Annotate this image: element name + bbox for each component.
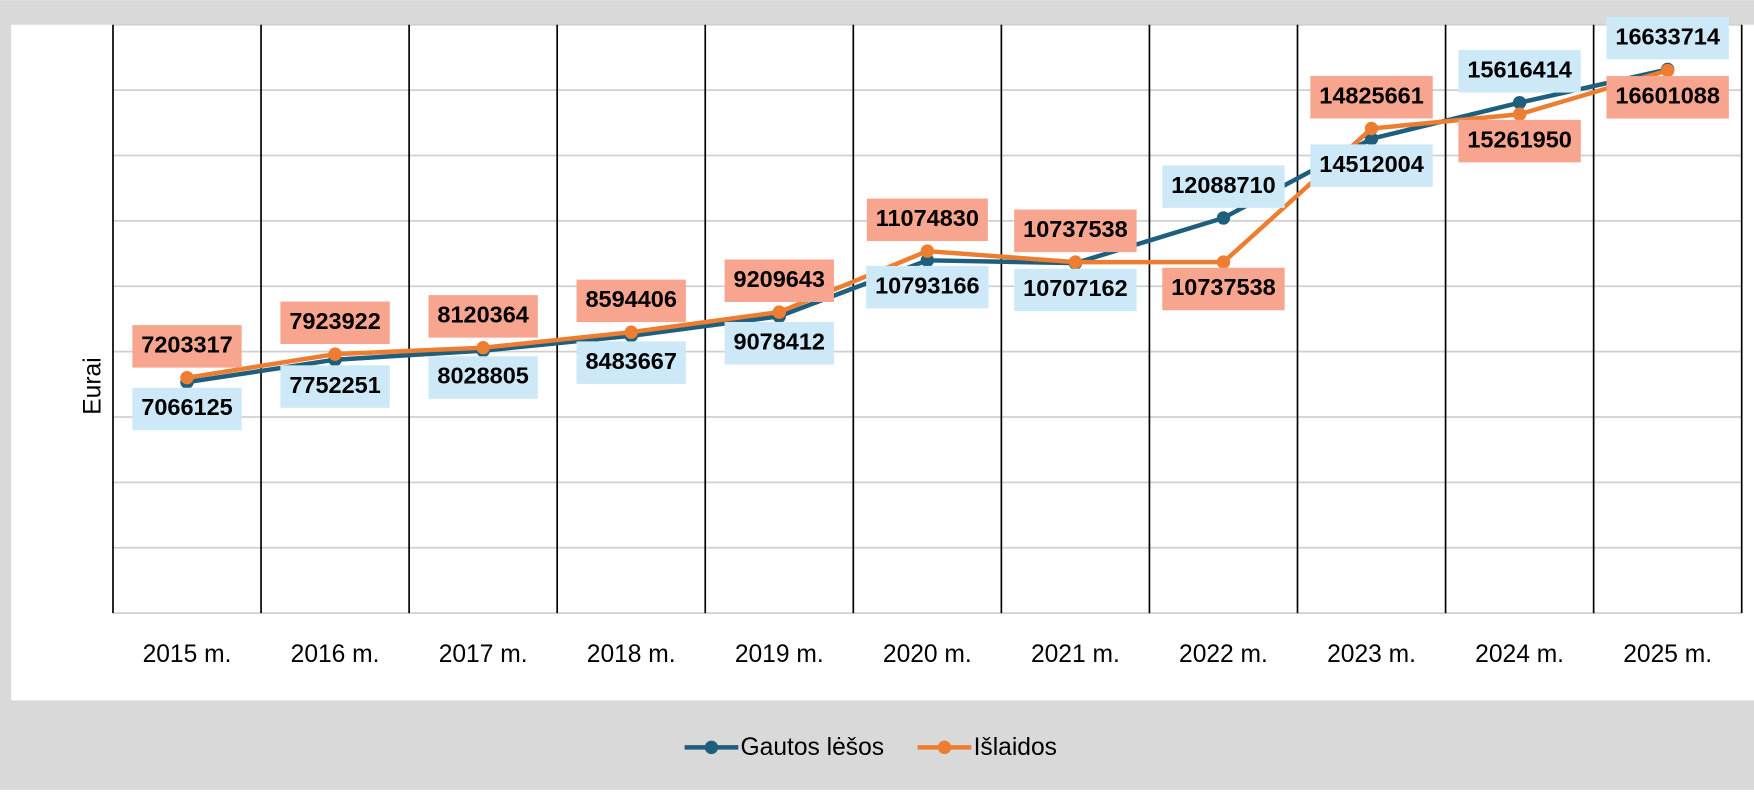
data-label-text: 7923922 <box>289 308 380 334</box>
x-tick-label: 2015 m. <box>143 641 232 668</box>
point-marker <box>328 347 342 361</box>
point-marker <box>1512 107 1527 121</box>
data-label-text: 15261950 <box>1467 126 1572 152</box>
point-marker <box>1216 255 1231 269</box>
data-label-text: 14825661 <box>1319 82 1424 108</box>
point-marker <box>624 325 638 339</box>
data-label-box <box>428 295 538 338</box>
data-label-text: 14512004 <box>1319 151 1424 177</box>
data-label: 8120364 <box>428 295 538 338</box>
data-label-box <box>1310 144 1433 187</box>
data-label: 16633714 <box>1606 16 1729 60</box>
data-label: 11074830 <box>866 198 988 242</box>
point-marker <box>1660 63 1675 78</box>
data-label-text: 10737538 <box>1171 274 1276 300</box>
data-label-box <box>1458 50 1581 93</box>
data-label: 10793166 <box>866 265 989 309</box>
data-label-box <box>1606 76 1729 119</box>
data-label-text: 9209643 <box>734 266 825 292</box>
x-tick-label: 2022 m. <box>1179 641 1268 668</box>
data-label-box <box>1310 75 1433 119</box>
data-label: 9209643 <box>724 259 834 303</box>
legend-marker <box>937 740 952 755</box>
data-label: 8594406 <box>576 279 686 323</box>
data-label-box <box>724 321 834 365</box>
data-label-text: 7752251 <box>289 372 380 398</box>
point-marker <box>476 340 490 355</box>
data-label-text: 15616414 <box>1467 57 1572 83</box>
point-marker <box>1216 211 1231 225</box>
data-label: 7752251 <box>280 365 390 408</box>
data-label: 16601088 <box>1606 76 1729 119</box>
data-label-box <box>724 259 834 303</box>
data-label-text: 10737538 <box>1023 216 1128 242</box>
y-axis-label: Eurai <box>79 357 106 414</box>
data-label: 10737538 <box>1162 267 1285 311</box>
data-label-box <box>280 365 390 408</box>
data-label-text: 8028805 <box>437 363 528 389</box>
point-marker <box>920 253 935 268</box>
data-label: 9078412 <box>724 321 834 365</box>
data-label: 15616414 <box>1458 50 1581 93</box>
data-label: 10737538 <box>1014 209 1137 253</box>
data-label-text: 16601088 <box>1615 83 1720 109</box>
point-marker <box>1364 132 1379 146</box>
data-label-box <box>1014 268 1137 312</box>
point-marker <box>1364 121 1379 136</box>
data-label-text: 8120364 <box>437 302 528 328</box>
data-label-text: 12088710 <box>1171 172 1276 198</box>
point-marker <box>772 305 786 319</box>
data-label-text: 16633714 <box>1615 23 1720 49</box>
data-label-text: 10793166 <box>875 272 980 298</box>
data-label-box <box>576 279 686 323</box>
data-label: 10707162 <box>1014 268 1137 312</box>
data-label-box <box>576 341 686 384</box>
x-tick-label: 2016 m. <box>291 641 380 668</box>
x-tick-label: 2023 m. <box>1327 641 1416 668</box>
data-label: 14512004 <box>1310 144 1433 187</box>
data-label-text: 8594406 <box>585 286 676 312</box>
x-tick-label: 2024 m. <box>1475 641 1564 668</box>
point-marker <box>920 244 935 258</box>
data-label-text: 7203317 <box>141 332 232 358</box>
data-label-box <box>1014 209 1137 253</box>
data-label: 8483667 <box>576 341 686 384</box>
data-label-box <box>132 387 242 431</box>
data-label-text: 10707162 <box>1023 275 1128 301</box>
x-tick-label: 2017 m. <box>439 641 528 668</box>
data-label-text: 11074830 <box>876 205 979 231</box>
data-label-box <box>1162 165 1285 208</box>
data-label-box <box>866 198 988 242</box>
data-label: 7066125 <box>132 387 242 431</box>
x-tick-label: 2020 m. <box>883 641 972 668</box>
data-label: 7923922 <box>280 301 390 345</box>
data-label-box <box>132 325 242 368</box>
data-label-text: 7066125 <box>141 394 232 420</box>
point-marker <box>180 370 194 385</box>
data-label: 15261950 <box>1458 119 1581 163</box>
data-label-box <box>1458 119 1581 163</box>
data-label: 14825661 <box>1310 75 1433 119</box>
data-label-text: 8483667 <box>585 348 676 374</box>
legend-label: Išlaidos <box>974 734 1057 761</box>
point-marker <box>1512 95 1527 110</box>
x-tick-label: 2018 m. <box>587 641 676 668</box>
x-tick-label: 2021 m. <box>1031 641 1120 668</box>
point-marker <box>1068 255 1083 269</box>
x-tick-label: 2019 m. <box>735 641 824 668</box>
legend-label: Gautos lėšos <box>741 734 885 761</box>
legend-marker <box>704 740 719 755</box>
data-label: 12088710 <box>1162 165 1285 208</box>
data-label-box <box>866 265 989 309</box>
x-tick-label: 2025 m. <box>1623 641 1712 668</box>
data-label-box <box>280 301 390 345</box>
data-label-box <box>1162 267 1285 311</box>
data-label-text: 9078412 <box>734 328 825 354</box>
data-label-box <box>428 356 538 399</box>
data-label-box <box>1606 16 1729 60</box>
data-label: 7203317 <box>132 325 242 368</box>
data-label: 8028805 <box>428 356 538 399</box>
